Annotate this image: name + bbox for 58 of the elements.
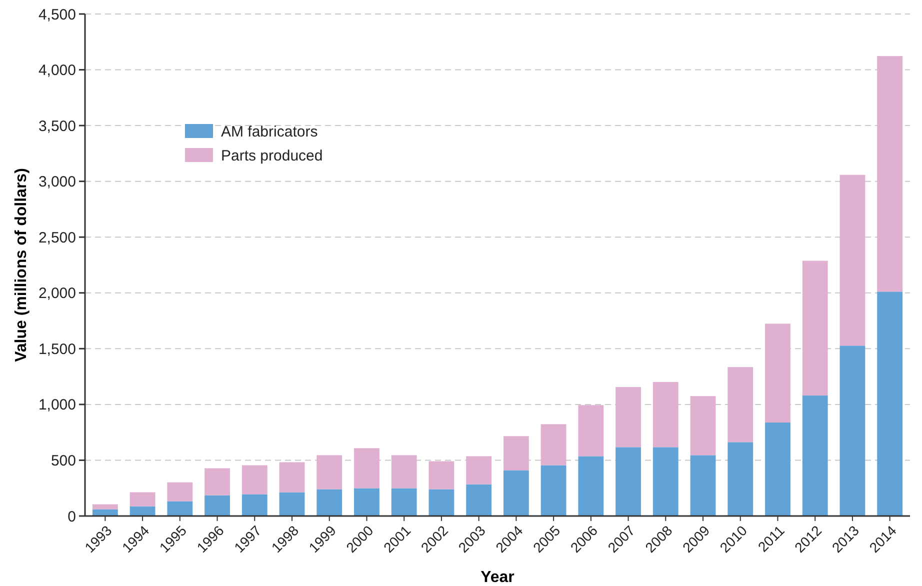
y-tick-label: 1,500: [38, 340, 76, 358]
bar: [728, 367, 754, 442]
bar: [428, 461, 454, 490]
bar: [802, 260, 828, 396]
legend-label: AM fabricators: [221, 123, 318, 140]
bar: [204, 468, 230, 496]
bar: [279, 462, 305, 492]
bar: [840, 346, 866, 516]
bar: [242, 465, 268, 494]
bar: [167, 482, 193, 502]
bar: [578, 456, 604, 516]
bar: [354, 488, 380, 516]
bar: [690, 396, 716, 456]
bar: [503, 470, 529, 516]
bar: [354, 448, 380, 488]
y-tick-label: 500: [50, 452, 76, 470]
bar: [690, 455, 716, 516]
bar: [616, 447, 641, 516]
bar: [765, 324, 790, 423]
bar: [391, 488, 417, 516]
bar: [802, 396, 828, 516]
bar: [765, 422, 790, 516]
y-tick-label: 4,500: [38, 6, 76, 24]
bar: [877, 56, 903, 292]
bar: [652, 447, 678, 516]
bar: [316, 489, 342, 516]
bar: [540, 465, 566, 516]
bar: [616, 387, 641, 448]
bar: [503, 436, 529, 470]
bar: [167, 501, 193, 516]
bar: [877, 292, 903, 516]
bar: [92, 504, 118, 510]
bar: [728, 442, 754, 516]
bar: [391, 455, 417, 488]
bar: [428, 489, 454, 516]
bar: [466, 456, 492, 484]
bar: [840, 174, 866, 346]
y-tick-label: 2,000: [38, 285, 76, 302]
y-tick-label: 0: [68, 508, 76, 526]
y-axis-title: Value (millions of dollars): [13, 168, 30, 362]
bar: [540, 424, 566, 466]
legend-label: Parts produced: [221, 147, 323, 164]
bar: [466, 484, 492, 516]
bar: [130, 506, 156, 516]
bar: [204, 495, 230, 516]
y-tick-label: 2,500: [38, 229, 76, 246]
bar: [279, 492, 305, 516]
y-tick-label: 4,000: [38, 62, 76, 80]
bar: [242, 494, 268, 516]
x-axis-title: Year: [480, 569, 514, 586]
bar: [316, 455, 342, 490]
bar: [578, 405, 604, 456]
bar: [652, 382, 678, 448]
bar: [130, 492, 156, 506]
y-tick-label: 3,000: [38, 174, 76, 191]
y-tick-label: 3,500: [38, 118, 76, 135]
bar: [92, 509, 118, 516]
y-tick-label: 1,000: [38, 396, 76, 414]
